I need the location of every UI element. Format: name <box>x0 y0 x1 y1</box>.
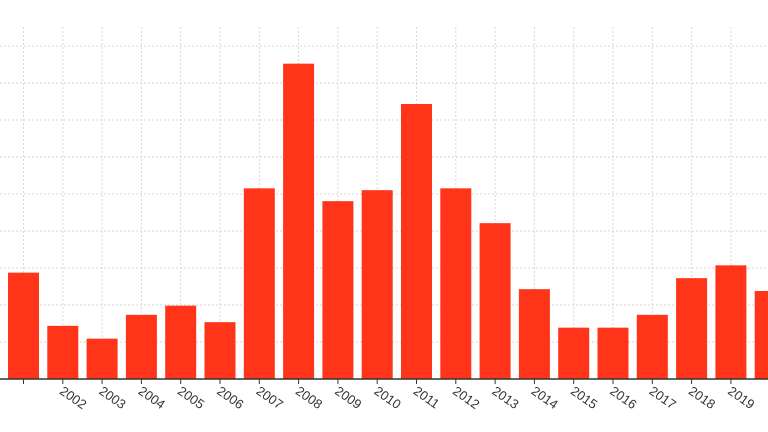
x-tick-label-2017: 2017 <box>647 383 679 412</box>
x-tick-label-2012: 2012 <box>450 383 482 412</box>
x-tick-label-2005: 2005 <box>175 383 207 412</box>
bar-2015 <box>558 327 590 379</box>
bar-2001 <box>8 272 39 379</box>
bar-2005 <box>165 305 197 379</box>
bar-2003 <box>86 338 118 379</box>
x-tick-label-2015: 2015 <box>568 383 600 412</box>
bars <box>8 63 768 380</box>
x-tick-label-2004: 2004 <box>136 383 168 412</box>
x-tick-label-2009: 2009 <box>332 383 364 412</box>
bar-2018 <box>676 278 708 379</box>
x-tick-label-2006: 2006 <box>214 383 246 412</box>
x-tick-labels: 2002 2003 2004 2005 2006 2007 2008 2009 2010 2011… <box>57 383 757 412</box>
bar-2004 <box>125 314 157 379</box>
x-tick-label-2008: 2008 <box>293 383 325 412</box>
bar-2020 <box>754 291 768 379</box>
x-axis <box>0 378 768 384</box>
bar-2013 <box>479 223 511 379</box>
x-tick-label-2013: 2013 <box>489 383 521 412</box>
bar-2008 <box>283 63 315 380</box>
bar-2019 <box>715 265 747 379</box>
bar-2017 <box>636 314 668 379</box>
bar-2002 <box>47 325 79 379</box>
x-tick-label-2002: 2002 <box>57 383 89 412</box>
x-tick-label-2018: 2018 <box>686 383 718 412</box>
x-tick-label-2019: 2019 <box>725 383 757 412</box>
bar-2007 <box>243 188 275 379</box>
bar-2006 <box>204 322 236 379</box>
x-tick-label-2016: 2016 <box>607 383 639 412</box>
bar-2009 <box>322 201 354 379</box>
x-tick-label-2011: 2011 <box>411 383 443 411</box>
x-tick-label-2007: 2007 <box>254 383 286 412</box>
x-tick-label-2003: 2003 <box>96 383 128 412</box>
x-tick-label-2014: 2014 <box>529 383 561 412</box>
x-tick-label-2010: 2010 <box>371 383 403 412</box>
bar-2011 <box>401 104 432 379</box>
bar-2010 <box>361 190 393 379</box>
bar-2016 <box>597 327 629 379</box>
bar-2012 <box>440 188 472 379</box>
bar-2014 <box>518 289 550 379</box>
